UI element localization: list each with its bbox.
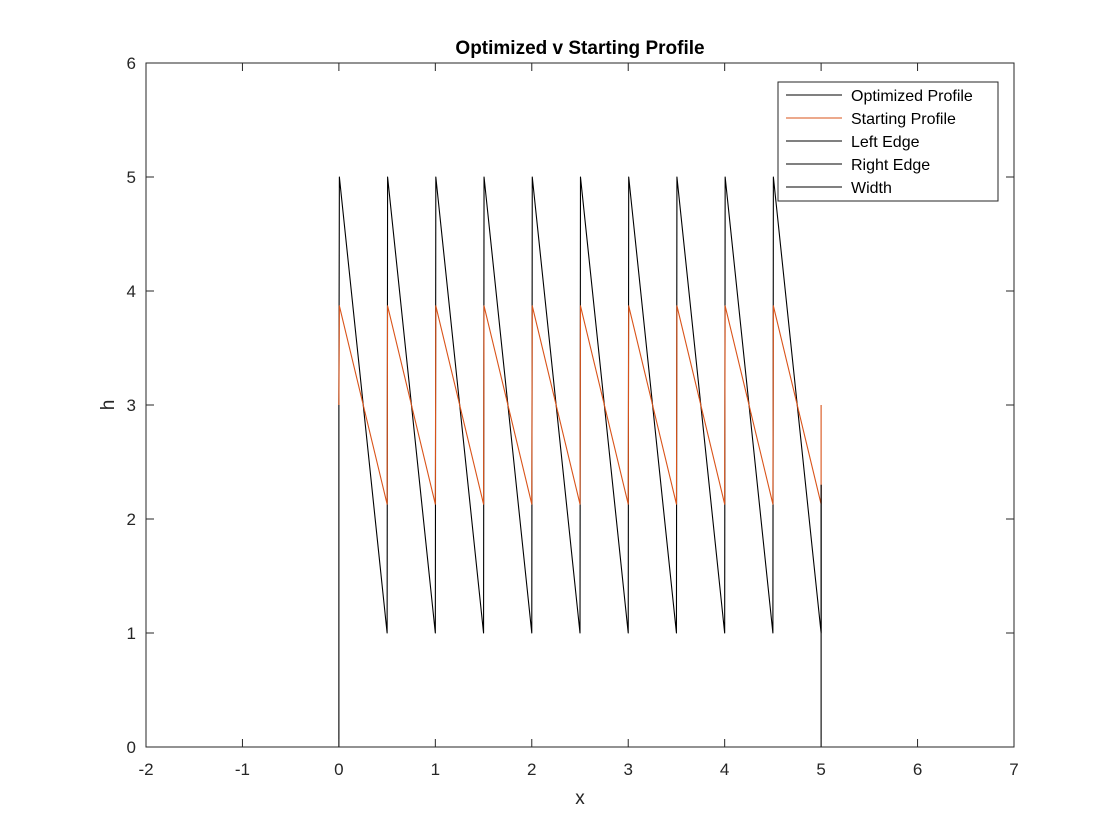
y-tick-label: 0 [127, 738, 136, 757]
y-tick-label: 4 [127, 282, 136, 301]
x-tick-label: 5 [816, 760, 825, 779]
x-axis-label: x [575, 788, 585, 809]
y-tick-label: 3 [127, 396, 136, 415]
x-tick-label: 4 [720, 760, 729, 779]
x-tick-label: 6 [913, 760, 922, 779]
y-tick-label: 1 [127, 624, 136, 643]
legend-label-right-edge: Right Edge [851, 157, 930, 174]
x-tick-label: 3 [623, 760, 632, 779]
legend-label-width: Width [851, 180, 892, 197]
y-tick-label: 5 [127, 168, 136, 187]
x-axis-ticks: -2 -1 0 1 2 3 4 5 6 7 [138, 63, 1019, 779]
x-tick-label: 1 [431, 760, 440, 779]
legend-label-left-edge: Left Edge [851, 134, 920, 151]
legend-label-starting-profile: Starting Profile [851, 111, 956, 128]
x-tick-label: -1 [235, 760, 250, 779]
legend: Optimized Profile Starting Profile Left Ed… [777, 81, 999, 202]
x-tick-label: 7 [1009, 760, 1018, 779]
x-tick-label: 0 [334, 760, 343, 779]
legend-label-optimized-profile: Optimized Profile [851, 88, 973, 105]
x-tick-label: -2 [138, 760, 153, 779]
y-tick-label: 2 [127, 510, 136, 529]
y-tick-label: 6 [127, 54, 136, 73]
y-axis-ticks: 0 1 2 3 4 5 6 [127, 54, 1014, 757]
y-axis-label: h [98, 400, 119, 411]
chart-title: Optimized v Starting Profile [455, 38, 704, 59]
series-starting-profile-line [338, 305, 822, 505]
legend-items: Optimized Profile Starting Profile Left Ed… [786, 88, 973, 197]
x-tick-label: 2 [527, 760, 536, 779]
